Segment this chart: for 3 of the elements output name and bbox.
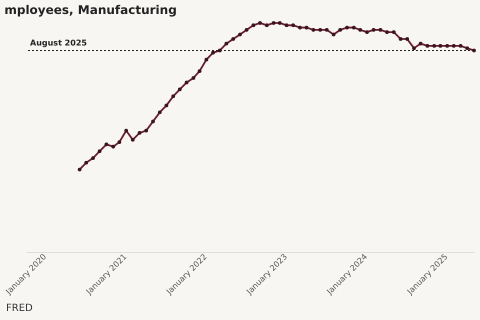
ref-line-label: August 2025: [30, 38, 88, 48]
text: FRED: [6, 303, 33, 314]
chart-title: mployees, Manufacturing: [4, 3, 177, 18]
